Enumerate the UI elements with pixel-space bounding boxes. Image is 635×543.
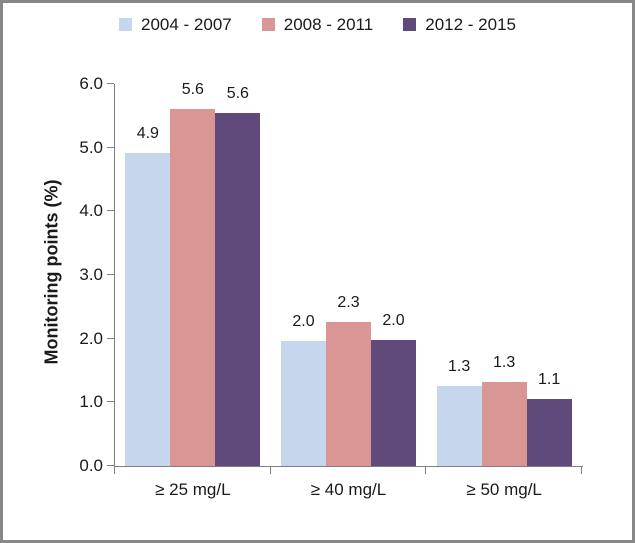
bar-data-label: 2.3 [337, 294, 360, 312]
bar-data-label: 4.9 [136, 125, 159, 143]
x-tick-mark [581, 467, 582, 474]
y-tick-mark [107, 401, 114, 403]
bar-data-label: 2.0 [382, 311, 405, 329]
bar [281, 341, 326, 466]
legend-swatch-icon [119, 18, 132, 31]
y-tick-mark [107, 210, 114, 212]
x-tick-mark [269, 467, 271, 474]
legend-item: 2012 - 2015 [403, 16, 516, 33]
x-tick-mark [114, 467, 115, 474]
x-axis-line [114, 466, 583, 467]
y-tick-label: 1.0 [79, 392, 103, 412]
bar-data-label: 5.6 [181, 81, 204, 99]
legend-label: 2004 - 2007 [141, 15, 232, 34]
y-tick-mark [107, 146, 114, 148]
bar [215, 112, 261, 466]
bar [170, 109, 216, 466]
bar-data-label: 2.0 [292, 313, 315, 331]
legend-item: 2004 - 2007 [119, 16, 232, 33]
legend-item: 2008 - 2011 [261, 15, 374, 34]
y-tick-mark [107, 465, 114, 466]
y-tick-label: 5.0 [79, 137, 103, 157]
bar [326, 322, 371, 466]
y-tick-label: 2.0 [79, 328, 103, 348]
y-tick-label: 4.0 [79, 201, 103, 221]
bar-data-label: 1.3 [448, 357, 471, 375]
legend-swatch-icon [403, 18, 417, 31]
y-tick-mark [107, 83, 114, 84]
bar [125, 153, 171, 466]
legend-swatch-icon [261, 18, 275, 31]
category-label: ≥ 50 mg/L [466, 480, 542, 499]
y-tick-label: 0.0 [79, 456, 103, 475]
y-tick-label: 3.0 [79, 265, 103, 284]
bar [526, 399, 572, 466]
legend-label: 2012 - 2015 [425, 15, 516, 34]
y-axis-line [114, 84, 115, 467]
legend-label: 2008 - 2011 [283, 15, 374, 34]
bar-data-label: 5.6 [226, 84, 249, 102]
x-tick-mark [425, 467, 427, 474]
category-label: ≥ 25 mg/L [155, 480, 231, 499]
legend: 2004 - 2007 2008 - 2011 2012 - 2015 [0, 16, 635, 33]
category-label: ≥ 40 mg/L [310, 480, 387, 499]
bar-data-label: 1.1 [538, 371, 561, 389]
bar [436, 385, 482, 466]
bar-data-label: 1.3 [493, 353, 516, 371]
y-tick-mark [107, 274, 114, 275]
y-tick-label: 6.0 [79, 74, 103, 93]
bar [371, 339, 416, 466]
y-tick-mark [107, 337, 114, 339]
bar [481, 381, 527, 466]
